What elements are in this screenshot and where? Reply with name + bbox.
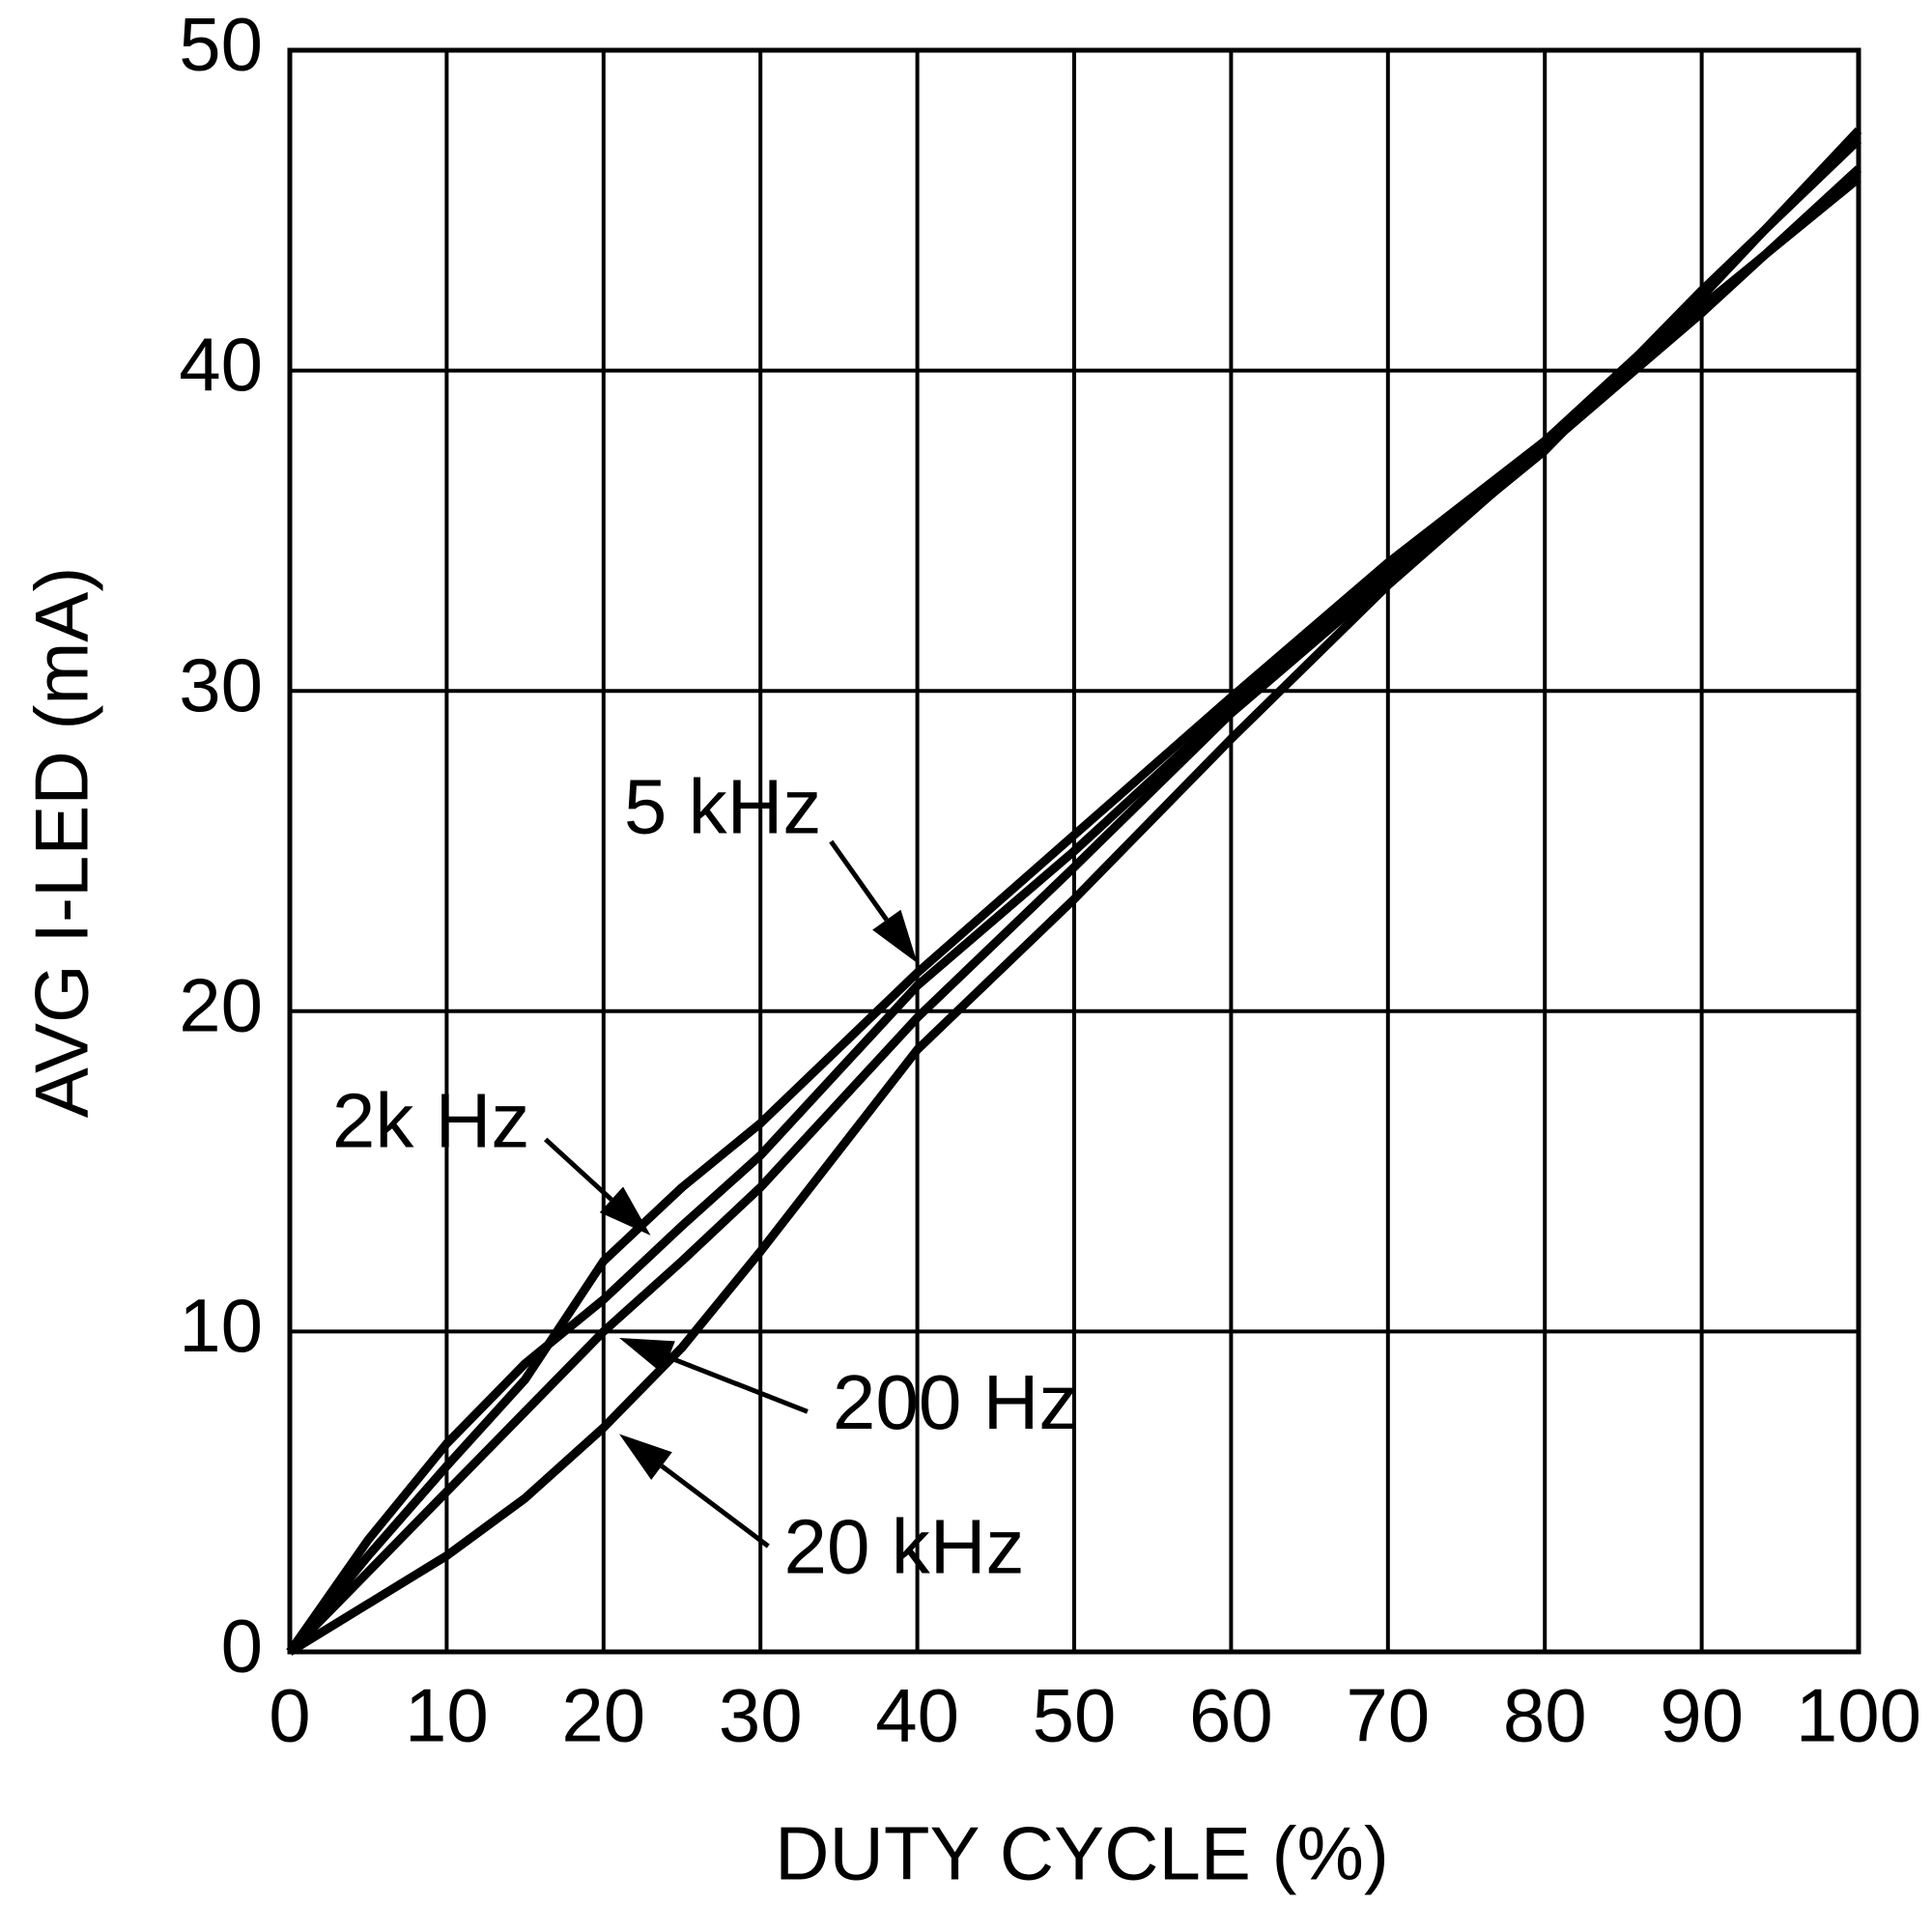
annotation-arrow: [660, 1463, 770, 1548]
series-label: 5 kHz: [624, 763, 822, 849]
series-label: 200 Hz: [833, 1359, 1077, 1445]
x-tick-label: 50: [1033, 1673, 1117, 1758]
annotation-arrow: [544, 1137, 613, 1202]
annotation-arrow: [668, 1354, 809, 1414]
x-tick-label: 60: [1189, 1673, 1273, 1758]
series-line: [286, 175, 1861, 1655]
arrow-head: [619, 1434, 672, 1480]
arrow-head: [872, 909, 918, 964]
y-tick-label: 30: [179, 642, 263, 727]
x-tick-label: 100: [1796, 1673, 1921, 1758]
x-tick-label: 0: [269, 1673, 310, 1758]
plot-frame: [287, 47, 1861, 1655]
x-tick-label: 20: [561, 1673, 645, 1758]
arrow-head: [619, 1338, 675, 1374]
x-tick-label: 40: [875, 1673, 959, 1758]
y-axis-title: AVG I-LED (mA): [19, 567, 104, 1119]
series-line: [287, 165, 1862, 1656]
arrow-head: [599, 1186, 651, 1236]
x-tick-label: 90: [1660, 1673, 1744, 1758]
x-axis-title: DUTY CYCLE (%): [775, 1811, 1389, 1896]
y-tick-label: 40: [179, 322, 263, 407]
y-tick-label: 0: [221, 1604, 263, 1689]
series-label: 2k Hz: [332, 1077, 530, 1163]
y-tick-label: 10: [179, 1283, 263, 1368]
y-tick-label: 50: [179, 2, 263, 87]
x-tick-label: 70: [1346, 1673, 1430, 1758]
x-tick-label: 30: [719, 1673, 803, 1758]
x-tick-label: 10: [405, 1673, 489, 1758]
series-label: 20 kHz: [784, 1503, 1025, 1589]
y-tick-label: 20: [179, 962, 263, 1047]
x-tick-label: 80: [1503, 1673, 1587, 1758]
annotation-arrow: [829, 839, 889, 922]
